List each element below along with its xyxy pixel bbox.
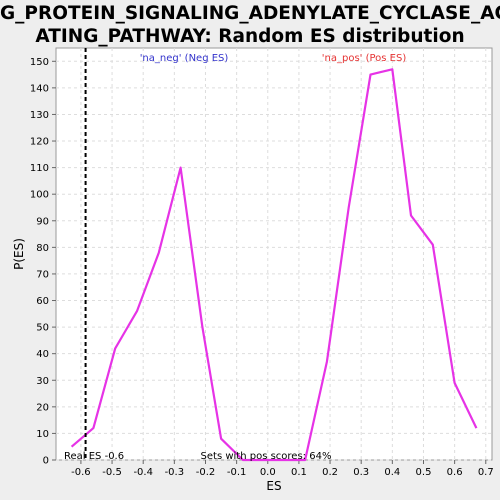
x-tick-label: 0.5: [416, 467, 432, 478]
plot-area: [55, 47, 493, 461]
y-tick-label: 100: [30, 190, 49, 201]
y-axis-ticks: 0 10 20 30 40 50 60 70 80 90 100 110 120 130 140 150: [30, 57, 56, 467]
grid: [56, 48, 492, 461]
x-axis-ticks: -0.6 -0.5 -0.4 -0.3 -0.2 -0.1 0.0 0.1 0.2 0.3 0.4 0…: [71, 460, 494, 478]
x-tick-label: -0.6: [71, 467, 91, 478]
y-tick-label: 50: [36, 323, 49, 334]
y-tick-label: 30: [36, 376, 49, 387]
y-axis-label: P(ES): [12, 238, 26, 270]
x-tick-label: -0.4: [133, 467, 153, 478]
x-tick-label: -0.1: [227, 467, 247, 478]
real-es-label: Real ES -0.6: [64, 451, 124, 462]
y-tick-label: 40: [36, 349, 49, 360]
chart-title: G_PROTEIN_SIGNALING_ADENYLATE_CYCLASE_AC…: [0, 2, 500, 48]
y-tick-label: 20: [36, 402, 49, 413]
footer-text: Sets with pos scores: 64%: [201, 451, 332, 462]
series-layer: [70, 68, 478, 462]
y-tick-label: 0: [43, 456, 49, 467]
series-line: [70, 68, 478, 462]
x-tick-label: 0.1: [291, 467, 307, 478]
y-tick-label: 140: [30, 83, 49, 94]
x-axis-label: ES: [266, 479, 281, 493]
y-tick-label: 130: [30, 110, 49, 121]
y-tick-label: 80: [36, 243, 49, 254]
legend-pos: 'na_pos' (Pos ES): [322, 53, 407, 64]
y-tick-label: 60: [36, 296, 49, 307]
x-tick-label: 0.3: [353, 467, 369, 478]
x-tick-label: 0.7: [478, 467, 494, 478]
x-tick-label: -0.5: [102, 467, 122, 478]
y-tick-label: 110: [30, 163, 49, 174]
y-tick-label: 90: [36, 216, 49, 227]
annotations: Real ES -0.6 'na_neg' (Neg ES) 'na_pos' (P…: [64, 48, 406, 462]
y-tick-label: 10: [36, 429, 49, 440]
x-tick-label: 0.0: [260, 467, 276, 478]
x-tick-label: 0.2: [322, 467, 338, 478]
y-tick-label: 70: [36, 269, 49, 280]
y-tick-label: 120: [30, 137, 49, 148]
chart-title-line2: ATING_PATHWAY: Random ES distribution: [35, 26, 465, 47]
legend-neg: 'na_neg' (Neg ES): [140, 53, 229, 64]
chart-title-line1: G_PROTEIN_SIGNALING_ADENYLATE_CYCLASE_AC…: [0, 3, 500, 24]
y-tick-label: 150: [30, 57, 49, 68]
x-tick-label: -0.3: [165, 467, 185, 478]
x-tick-label: 0.6: [447, 467, 463, 478]
x-tick-label: -0.2: [196, 467, 216, 478]
x-tick-label: 0.4: [384, 467, 400, 478]
